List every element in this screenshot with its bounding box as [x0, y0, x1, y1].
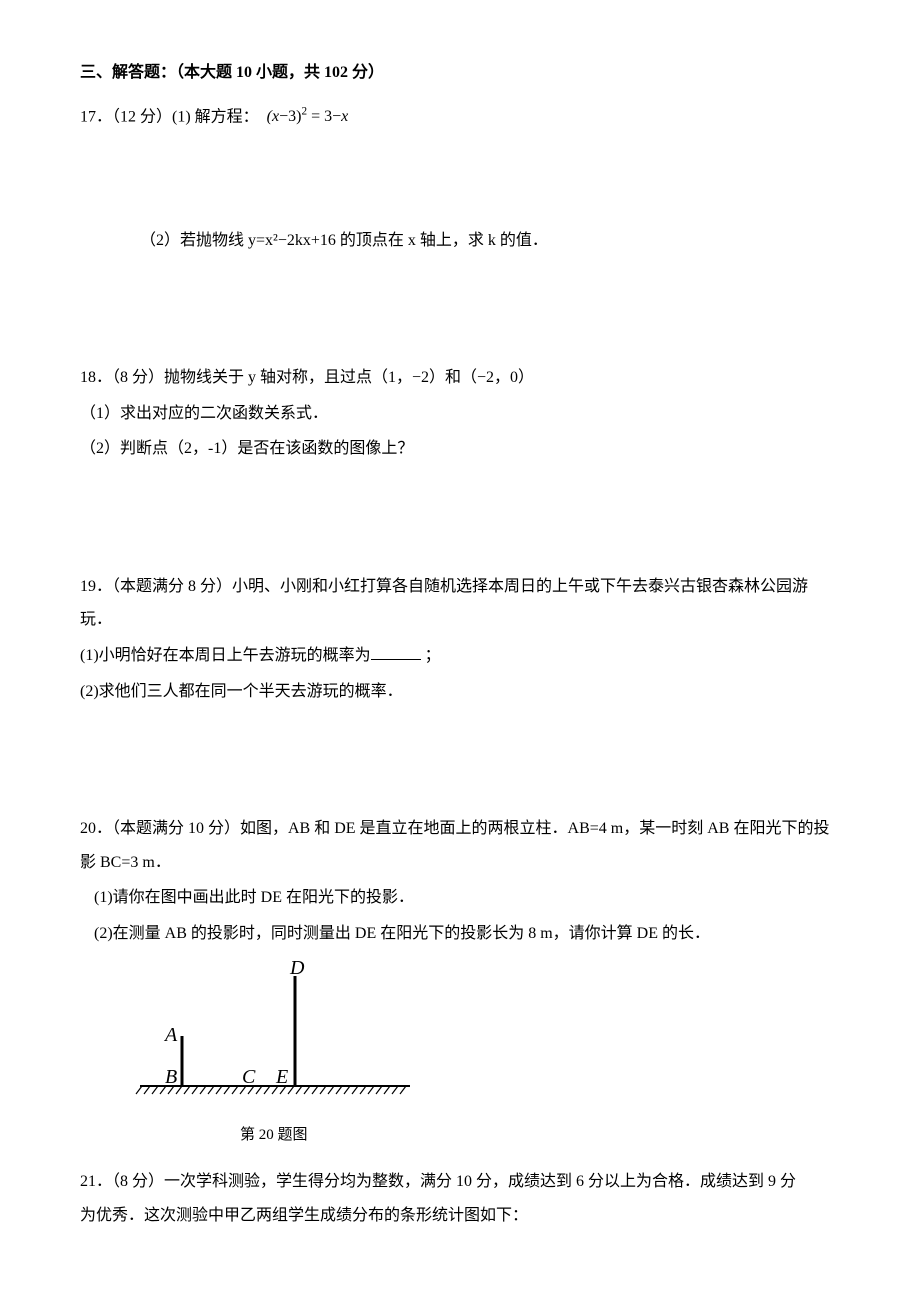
- problem-17: 17．（12 分）(1) 解方程： (x−3)2 = 3−x （2）若抛物线 y…: [80, 104, 840, 254]
- q19-part1-pre: (1)小明恰好在本周日上午去游玩的概率为: [80, 647, 371, 664]
- q17-header: 17．（12 分）(1) 解方程：: [80, 108, 259, 125]
- q20-part2: (2)在测量 AB 的投影时，同时测量出 DE 在阳光下的投影长为 8 m，请你…: [80, 921, 840, 947]
- q17-equation: (x−3)2 = 3−x: [263, 108, 349, 125]
- fill-blank[interactable]: [371, 644, 421, 660]
- q19-part1-post: ；: [425, 647, 441, 664]
- problem-21: 21．（8 分）一次学科测验，学生得分均为整数，满分 10 分，成绩达到 6 分…: [80, 1169, 840, 1228]
- problem-19: 19．（本题满分 8 分）小明、小刚和小红打算各自随机选择本周日的上午或下午去泰…: [80, 574, 840, 704]
- q17-header-line: 17．（12 分）(1) 解方程： (x−3)2 = 3−x: [80, 104, 840, 130]
- section-title: 三、解答题：（本大题 10 小题，共 102 分）: [80, 60, 840, 86]
- q20-header: 20．（本题满分 10 分）如图，AB 和 DE 是直立在地面上的两根立柱．AB…: [80, 816, 840, 842]
- problem-20: 20．（本题满分 10 分）如图，AB 和 DE 是直立在地面上的两根立柱．AB…: [80, 816, 840, 1147]
- spacer: [80, 138, 840, 228]
- label-e: E: [275, 1066, 288, 1088]
- q20-diagram-svg: A B C D E: [120, 961, 420, 1111]
- q19-part1: (1)小明恰好在本周日上午去游玩的概率为 ；: [80, 643, 840, 669]
- q20-figure: A B C D E 第 20 题图: [120, 961, 840, 1148]
- q19-header: 19．（本题满分 8 分）小明、小刚和小红打算各自随机选择本周日的上午或下午去泰…: [80, 574, 840, 600]
- q17-part2: （2）若抛物线 y=x²−2kx+16 的顶点在 x 轴上，求 k 的值．: [80, 228, 840, 254]
- label-a: A: [163, 1024, 178, 1046]
- spacer: [80, 726, 840, 816]
- q19-header-tail: 玩．: [80, 607, 840, 633]
- q21-header: 21．（8 分）一次学科测验，学生得分均为整数，满分 10 分，成绩达到 6 分…: [80, 1169, 840, 1195]
- q21-header-tail: 为优秀．这次测验中甲乙两组学生成绩分布的条形统计图如下：: [80, 1203, 840, 1229]
- q20-caption: 第 20 题图: [240, 1123, 840, 1147]
- q20-header-tail: 影 BC=3 m．: [80, 850, 840, 876]
- q20-part1: (1)请你在图中画出此时 DE 在阳光下的投影．: [80, 885, 840, 911]
- q18-part1: （1）求出对应的二次函数关系式．: [80, 401, 840, 427]
- label-c: C: [242, 1066, 256, 1088]
- spacer: [80, 484, 840, 574]
- q18-header: 18．（8 分）抛物线关于 y 轴对称，且过点（1，−2）和（−2，0）: [80, 365, 840, 391]
- label-d: D: [289, 961, 305, 979]
- problem-18: 18．（8 分）抛物线关于 y 轴对称，且过点（1，−2）和（−2，0） （1）…: [80, 365, 840, 462]
- q18-part2: （2）判断点（2，-1）是否在该函数的图像上？: [80, 436, 840, 462]
- q19-part2: (2)求他们三人都在同一个半天去游玩的概率．: [80, 679, 840, 705]
- spacer: [80, 275, 840, 365]
- label-b: B: [165, 1066, 177, 1088]
